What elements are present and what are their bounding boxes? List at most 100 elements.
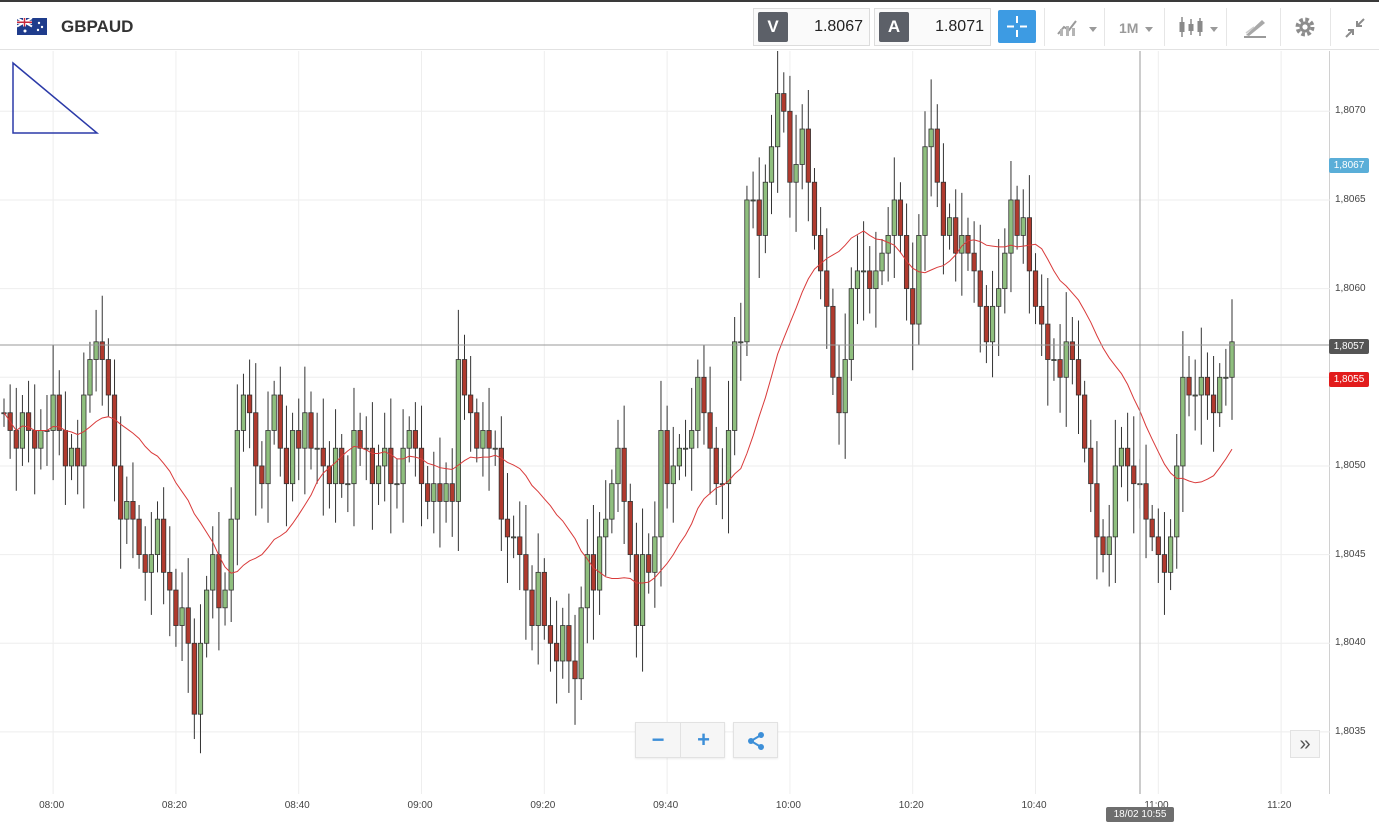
candle-bearish <box>590 554 597 591</box>
time-tick-label: 10:20 <box>898 800 924 811</box>
candle-bearish <box>781 93 787 112</box>
candle-bullish <box>873 270 879 290</box>
price-chart[interactable] <box>0 51 1330 794</box>
candle-bearish <box>388 447 394 485</box>
candle-bullish <box>535 571 541 626</box>
candle-bullish <box>1217 376 1223 414</box>
candle-bearish <box>983 305 990 343</box>
candle-bearish <box>1210 394 1217 414</box>
candle-bearish <box>953 217 959 254</box>
drawing-tools-icon <box>1244 20 1266 38</box>
candle-bearish <box>805 128 811 183</box>
chart-type-button[interactable] <box>1164 8 1226 46</box>
crosshair-button[interactable] <box>998 10 1036 43</box>
gb-au-flag-icon <box>17 18 47 35</box>
time-tick-label: 08:40 <box>284 800 310 811</box>
candle-bullish <box>406 430 412 449</box>
time-tick-label: 08:20 <box>161 800 187 811</box>
candle-bearish <box>185 607 191 644</box>
scroll-to-latest-button[interactable]: » <box>1290 730 1320 758</box>
candle-bullish <box>609 483 615 520</box>
candle-bearish <box>1155 536 1161 556</box>
candle-bearish <box>1125 447 1131 467</box>
candle-bullish <box>768 146 775 183</box>
candle-bearish <box>547 625 554 644</box>
drawing-triangle <box>12 61 100 134</box>
candle-bullish <box>19 412 26 449</box>
candle-bearish <box>1075 359 1082 396</box>
candle-bullish <box>1229 341 1235 378</box>
candle-bullish <box>1002 252 1008 290</box>
candle-bullish <box>68 447 75 467</box>
candle-bullish <box>480 430 486 449</box>
candle-bearish <box>1094 483 1100 538</box>
candle-bullish <box>124 501 130 520</box>
indicators-button[interactable] <box>1044 8 1104 46</box>
price-tick-label: 1,8070 <box>1335 105 1366 117</box>
candle-bearish <box>320 447 326 467</box>
candle-bearish <box>897 199 904 236</box>
candle-bearish <box>56 394 62 431</box>
candle-bullish <box>848 288 854 360</box>
candle-bullish <box>652 536 658 573</box>
candle-bullish <box>443 483 449 502</box>
timeframe-label: 1M <box>1119 20 1139 36</box>
sell-quote-button[interactable]: V 1.8067 <box>753 8 870 46</box>
candle-bullish <box>946 217 953 236</box>
candle-bearish <box>1161 554 1168 573</box>
candle-bearish <box>701 376 707 414</box>
candle-bearish <box>830 305 836 378</box>
candle-bullish <box>670 465 676 485</box>
chart-toolbar: GBPAUD V 1.8067 A 1.8071 1M <box>0 0 1379 50</box>
candle-bullish <box>1020 217 1026 236</box>
candle-bullish <box>891 199 897 236</box>
candle-bearish <box>1100 536 1106 556</box>
candle-bullish <box>676 447 683 467</box>
zoom-out-button[interactable]: − <box>636 723 681 757</box>
timeframe-button[interactable]: 1M <box>1104 8 1164 46</box>
candle-bearish <box>1082 394 1088 449</box>
candle-bullish <box>639 554 646 626</box>
candle-bearish <box>253 412 259 467</box>
candle-bearish <box>216 554 222 609</box>
candle-bearish <box>965 235 971 254</box>
candle-bullish <box>762 181 768 236</box>
drawing-tools-button[interactable] <box>1226 8 1280 46</box>
candle-bullish <box>682 447 689 450</box>
buy-quote-button[interactable]: A 1.8071 <box>874 8 991 46</box>
settings-button[interactable] <box>1280 8 1330 46</box>
share-button[interactable] <box>733 722 778 758</box>
candle-bearish <box>572 660 578 680</box>
candle-bullish <box>922 146 928 236</box>
candle-bullish <box>658 430 664 538</box>
zoom-in-button[interactable]: + <box>697 727 710 752</box>
crosshair-price-tag: 1,8057 <box>1329 339 1369 354</box>
sell-letter: V <box>758 12 788 42</box>
candle-bearish <box>504 518 511 538</box>
candle-bullish <box>234 430 240 520</box>
candle-bearish <box>136 518 142 556</box>
candle-bearish <box>1069 341 1075 360</box>
candle-bearish <box>1149 518 1155 538</box>
chevron-down-icon <box>1210 27 1218 32</box>
candle-bearish <box>554 642 560 662</box>
candle-bullish <box>289 430 296 485</box>
candle-bearish <box>142 554 148 573</box>
candle-bearish <box>1143 483 1149 520</box>
candle-bearish <box>818 235 824 272</box>
share-icon <box>748 732 764 750</box>
price-tick-label: 1,8065 <box>1335 193 1366 205</box>
candle-bullish <box>93 341 99 360</box>
candle-bearish <box>246 394 253 414</box>
candle-bearish <box>75 447 81 467</box>
buy-value: 1.8071 <box>935 18 984 35</box>
candle-bearish <box>523 554 529 591</box>
chart-canvas[interactable] <box>0 51 1330 794</box>
collapse-button[interactable] <box>1330 8 1379 46</box>
candle-bearish <box>1014 199 1020 236</box>
chevron-down-icon <box>1089 27 1097 32</box>
candle-bearish <box>621 447 627 502</box>
candle-bearish <box>517 536 523 556</box>
candle-bullish <box>204 589 210 644</box>
candle-bearish <box>449 483 455 502</box>
